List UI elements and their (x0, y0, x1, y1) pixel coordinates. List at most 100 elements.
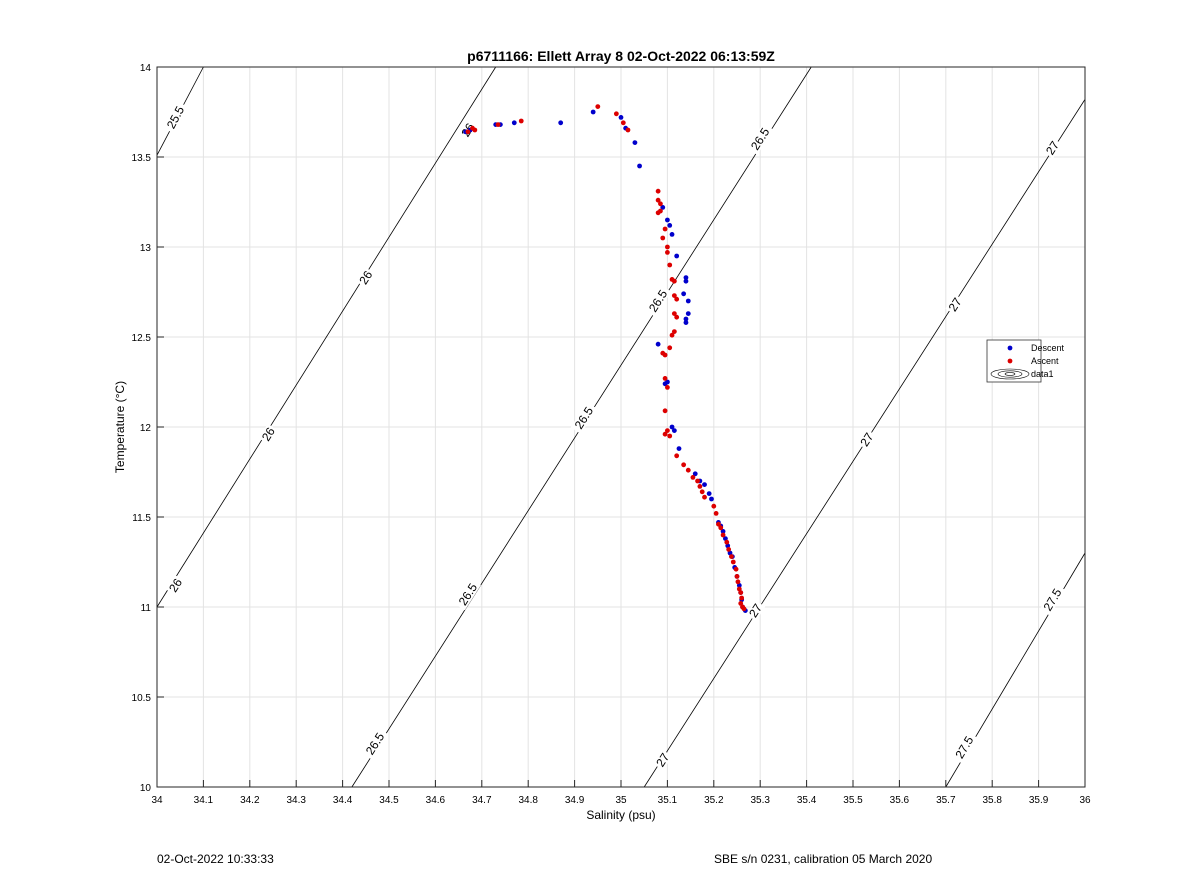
y-tick-label: 10 (140, 783, 152, 794)
ascent-point (470, 125, 475, 131)
descent-point (669, 232, 675, 237)
ascent-point (685, 467, 691, 473)
x-tick-label: 35.4 (797, 795, 817, 806)
descent-point (590, 109, 596, 115)
ascent-point (665, 250, 670, 255)
ascent-point (662, 376, 668, 381)
y-tick-label: 10.5 (132, 693, 152, 704)
ascent-point (738, 601, 744, 606)
isopycnal-label-bg (653, 749, 673, 771)
descent-point (685, 311, 691, 316)
x-tick-label: 35.6 (890, 795, 910, 806)
isopycnal-label: 26.5 (361, 727, 389, 760)
ascent-point (681, 462, 687, 468)
isopycnal-label-bg (454, 578, 482, 611)
isopycnal-label: 26.5 (747, 123, 774, 155)
y-tick-label: 12.5 (132, 333, 152, 344)
descent-point (683, 320, 689, 325)
x-tick-label: 36 (1079, 795, 1091, 806)
ascent-point (655, 210, 661, 216)
isopycnal-label: 26 (258, 423, 278, 445)
x-tick-label: 35.9 (1029, 795, 1049, 806)
isopycnal-label: 26 (165, 575, 185, 596)
ascent-point (662, 226, 668, 232)
ascent-point (665, 385, 670, 390)
ascent-point (726, 547, 732, 552)
legend-data1-label: data1 (1031, 369, 1054, 379)
x-tick-label: 35.3 (750, 795, 770, 806)
ascent-point (720, 532, 726, 538)
isopycnal-label-bg (945, 294, 965, 315)
ascent-point (741, 606, 747, 612)
x-tick-label: 34 (151, 795, 163, 806)
descent-point (683, 275, 689, 280)
ascent-point (655, 188, 661, 194)
legend-ascent-label: Ascent (1031, 356, 1059, 366)
ascent-point (662, 408, 668, 414)
legend-ascent-marker (1007, 358, 1013, 364)
x-tick-label: 35.8 (982, 795, 1002, 806)
descent-point (511, 120, 517, 126)
isopycnal-label: 27.5 (1039, 583, 1066, 616)
x-tick-label: 34.1 (194, 795, 214, 806)
descent-point (736, 583, 742, 588)
ascent-point (716, 521, 721, 527)
descent-point (618, 115, 624, 120)
descent-point (655, 341, 661, 347)
descent-point (676, 446, 682, 451)
y-tick-label: 13 (140, 243, 152, 254)
descent-point (637, 163, 642, 169)
isopycnal-label-bg (951, 731, 978, 764)
descent-point (667, 223, 673, 228)
y-tick-label: 11.5 (132, 513, 151, 524)
isopycnal-label-bg (258, 423, 278, 445)
isopycnal-label-text: 27 (746, 601, 765, 620)
y-tick-label: 14 (140, 63, 152, 74)
x-tick-label: 34.9 (565, 795, 585, 806)
grid (156, 66, 1086, 788)
isopycnal-label: 27 (745, 600, 766, 621)
x-tick-label: 35.2 (704, 795, 724, 806)
legend: Descent Ascent data1 (986, 339, 1065, 383)
isopycnal-label-bg (163, 101, 188, 134)
ascent-point (702, 494, 707, 500)
isopycnal-label-text: 27 (946, 295, 965, 314)
descent-point (660, 205, 666, 210)
ascent-point (697, 484, 703, 489)
isopycnal-label-bg (747, 123, 774, 155)
descent-point (632, 140, 638, 146)
isopycnal-label-bg (1042, 137, 1063, 159)
ascent-point (674, 314, 680, 320)
isopycnal-contours: 25.52626262626.526.526.526.526.527272727… (156, 66, 1086, 788)
descent-point (723, 536, 728, 541)
ascent-point (736, 586, 742, 592)
y-axis-label: Temperature (°C) (113, 381, 127, 473)
isopycnal-label-bg (745, 600, 766, 621)
ascent-point (658, 201, 663, 207)
ascent-point (595, 104, 601, 109)
ascent-point (738, 590, 744, 595)
ascent-point (495, 122, 501, 127)
descent-point (665, 217, 670, 223)
descent-point (725, 543, 731, 549)
isopycnal-label: 27.5 (951, 731, 978, 764)
ascent-point (730, 559, 736, 565)
ascent-point (699, 489, 705, 495)
descent-point (720, 529, 726, 534)
x-axis-label: Salinity (psu) (586, 808, 655, 822)
isopycnal-label: 27 (653, 749, 673, 771)
isopycnal-label-text: 27 (653, 750, 672, 769)
ascent-point (655, 197, 661, 203)
ascent-point (625, 127, 631, 133)
isopycnal-label: 27 (1042, 137, 1063, 159)
ascent-point (465, 129, 471, 135)
isopycnal-label: 27 (945, 294, 965, 315)
ascent-point (733, 566, 739, 572)
y-tick-label: 12 (140, 423, 152, 434)
legend-contour-icon (990, 368, 1030, 380)
descent-point (692, 471, 698, 477)
ascent-point (734, 574, 740, 579)
footer-timestamp: 02-Oct-2022 10:33:33 (157, 852, 274, 866)
ascent-point (671, 278, 677, 284)
ascent-point (667, 433, 673, 439)
